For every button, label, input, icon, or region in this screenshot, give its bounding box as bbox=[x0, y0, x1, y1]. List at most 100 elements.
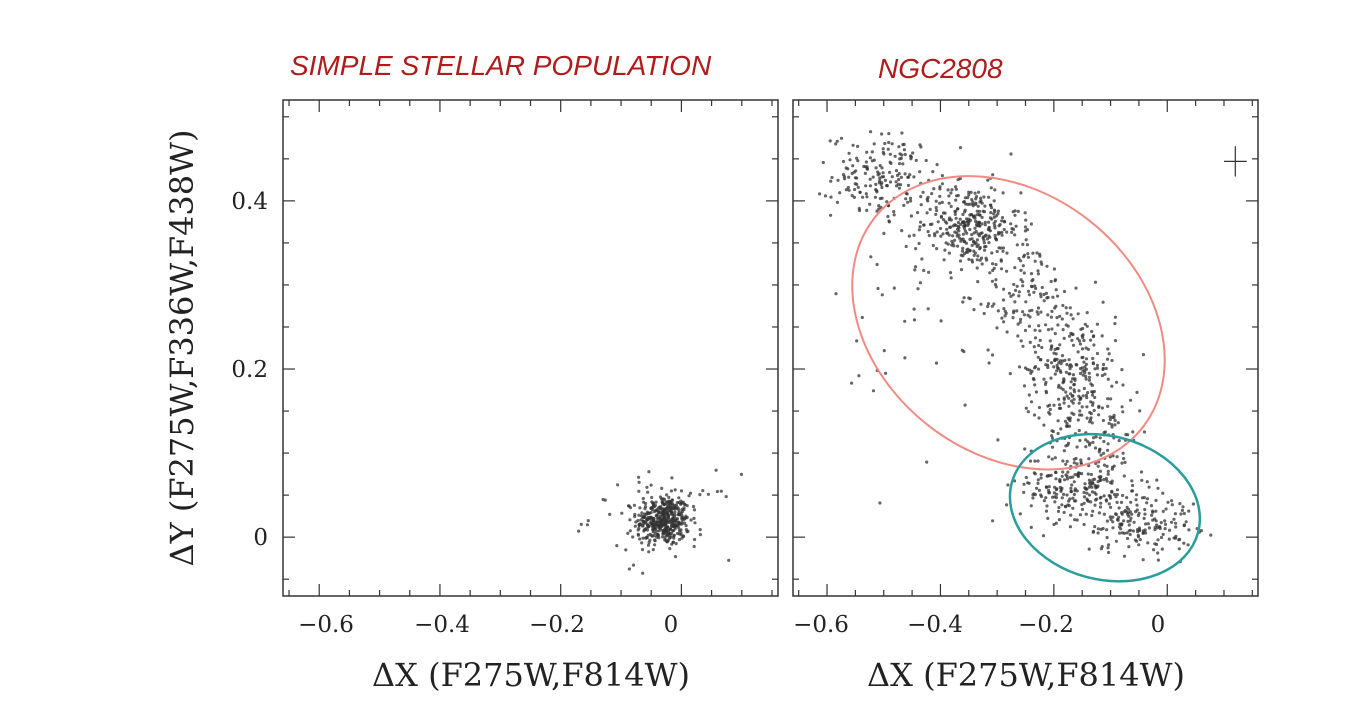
data-point-right bbox=[1182, 523, 1186, 527]
data-point-right bbox=[991, 173, 995, 177]
plot-frame-right bbox=[792, 99, 1259, 597]
data-point-right bbox=[1093, 367, 1097, 371]
data-point-right bbox=[1000, 216, 1005, 220]
population-ellipse-upper bbox=[851, 175, 1166, 471]
data-point-right bbox=[1182, 511, 1186, 516]
data-point-left bbox=[675, 531, 680, 536]
data-point-right bbox=[1061, 328, 1065, 332]
data-point-right bbox=[1092, 408, 1096, 413]
data-point-right bbox=[947, 233, 951, 237]
data-point-right bbox=[935, 230, 939, 234]
data-point-right bbox=[900, 131, 904, 135]
data-point-right bbox=[975, 244, 979, 249]
data-point-left bbox=[670, 498, 674, 502]
data-point-left bbox=[663, 538, 667, 542]
data-point-right bbox=[953, 238, 957, 242]
data-point-right bbox=[945, 227, 949, 231]
data-point-right bbox=[1161, 532, 1165, 537]
data-point-right bbox=[962, 350, 966, 354]
data-point-right bbox=[1053, 372, 1057, 376]
data-point-right bbox=[1022, 253, 1027, 257]
data-point-left bbox=[727, 558, 731, 562]
data-point-right bbox=[983, 248, 987, 252]
data-point-right bbox=[1078, 513, 1082, 517]
data-point-right bbox=[1068, 475, 1072, 480]
data-point-right bbox=[1033, 350, 1038, 354]
data-point-left bbox=[666, 533, 670, 537]
data-point-right bbox=[1134, 498, 1138, 502]
data-point-right bbox=[1096, 531, 1100, 535]
data-point-left bbox=[669, 535, 673, 539]
data-point-right bbox=[882, 349, 886, 353]
data-point-right bbox=[947, 194, 951, 198]
data-point-right bbox=[1121, 383, 1125, 387]
data-point-right bbox=[880, 293, 884, 297]
data-point-right bbox=[1087, 547, 1091, 551]
data-point-right bbox=[967, 190, 971, 194]
data-point-right bbox=[1144, 522, 1148, 526]
data-point-left bbox=[724, 495, 728, 499]
data-point-right bbox=[906, 183, 911, 187]
data-point-right bbox=[1097, 405, 1101, 409]
data-point-right bbox=[865, 167, 870, 171]
data-point-left bbox=[664, 521, 668, 526]
data-point-left bbox=[669, 489, 674, 493]
data-point-right bbox=[1112, 464, 1116, 468]
data-point-right bbox=[1106, 546, 1110, 550]
data-point-right bbox=[1075, 518, 1079, 522]
data-point-right bbox=[1053, 278, 1058, 282]
data-point-right bbox=[893, 154, 897, 158]
data-point-right bbox=[1109, 397, 1113, 401]
data-point-right bbox=[997, 246, 1001, 250]
data-point-right bbox=[974, 201, 978, 205]
data-point-left bbox=[586, 519, 590, 523]
data-point-right bbox=[926, 307, 930, 311]
data-point-right bbox=[1090, 421, 1094, 425]
data-point-right bbox=[955, 234, 959, 238]
data-point-right bbox=[918, 281, 923, 285]
data-point-right bbox=[1090, 393, 1095, 397]
data-point-right bbox=[1122, 554, 1127, 558]
data-point-left bbox=[677, 526, 681, 530]
data-point-right bbox=[983, 234, 987, 238]
data-point-right bbox=[1145, 501, 1149, 505]
data-point-right bbox=[1069, 489, 1073, 494]
data-point-right bbox=[863, 171, 868, 175]
data-point-right bbox=[1094, 461, 1098, 466]
data-point-right bbox=[1069, 486, 1073, 490]
data-point-right bbox=[938, 187, 942, 191]
data-point-right bbox=[935, 247, 939, 251]
data-point-left bbox=[677, 496, 681, 500]
data-point-right bbox=[868, 202, 872, 206]
data-point-right bbox=[1055, 492, 1059, 496]
data-point-right bbox=[1071, 343, 1076, 347]
data-point-right bbox=[847, 175, 851, 179]
data-point-right bbox=[1160, 547, 1164, 551]
data-point-right bbox=[862, 164, 866, 169]
data-point-right bbox=[885, 200, 889, 204]
data-point-right bbox=[912, 307, 916, 311]
data-point-right bbox=[902, 148, 907, 152]
data-point-right bbox=[975, 238, 980, 242]
data-point-right bbox=[988, 216, 993, 220]
data-point-right bbox=[994, 285, 998, 289]
data-point-right bbox=[829, 213, 833, 217]
data-point-left bbox=[649, 483, 653, 487]
data-point-right bbox=[1000, 233, 1004, 237]
data-point-right bbox=[981, 209, 985, 213]
data-point-right bbox=[1094, 498, 1098, 502]
data-point-right bbox=[1046, 359, 1050, 363]
data-point-right bbox=[1012, 282, 1016, 287]
data-point-right bbox=[1080, 503, 1084, 507]
data-point-right bbox=[1113, 322, 1117, 326]
data-point-right bbox=[1091, 481, 1095, 485]
data-point-left bbox=[674, 505, 678, 509]
data-point-right bbox=[1044, 291, 1048, 295]
data-point-right bbox=[1052, 491, 1056, 495]
data-point-right bbox=[1072, 382, 1076, 386]
data-point-left bbox=[640, 548, 645, 552]
data-point-right bbox=[880, 185, 884, 190]
data-point-left bbox=[647, 470, 651, 474]
data-point-right bbox=[1084, 374, 1088, 378]
